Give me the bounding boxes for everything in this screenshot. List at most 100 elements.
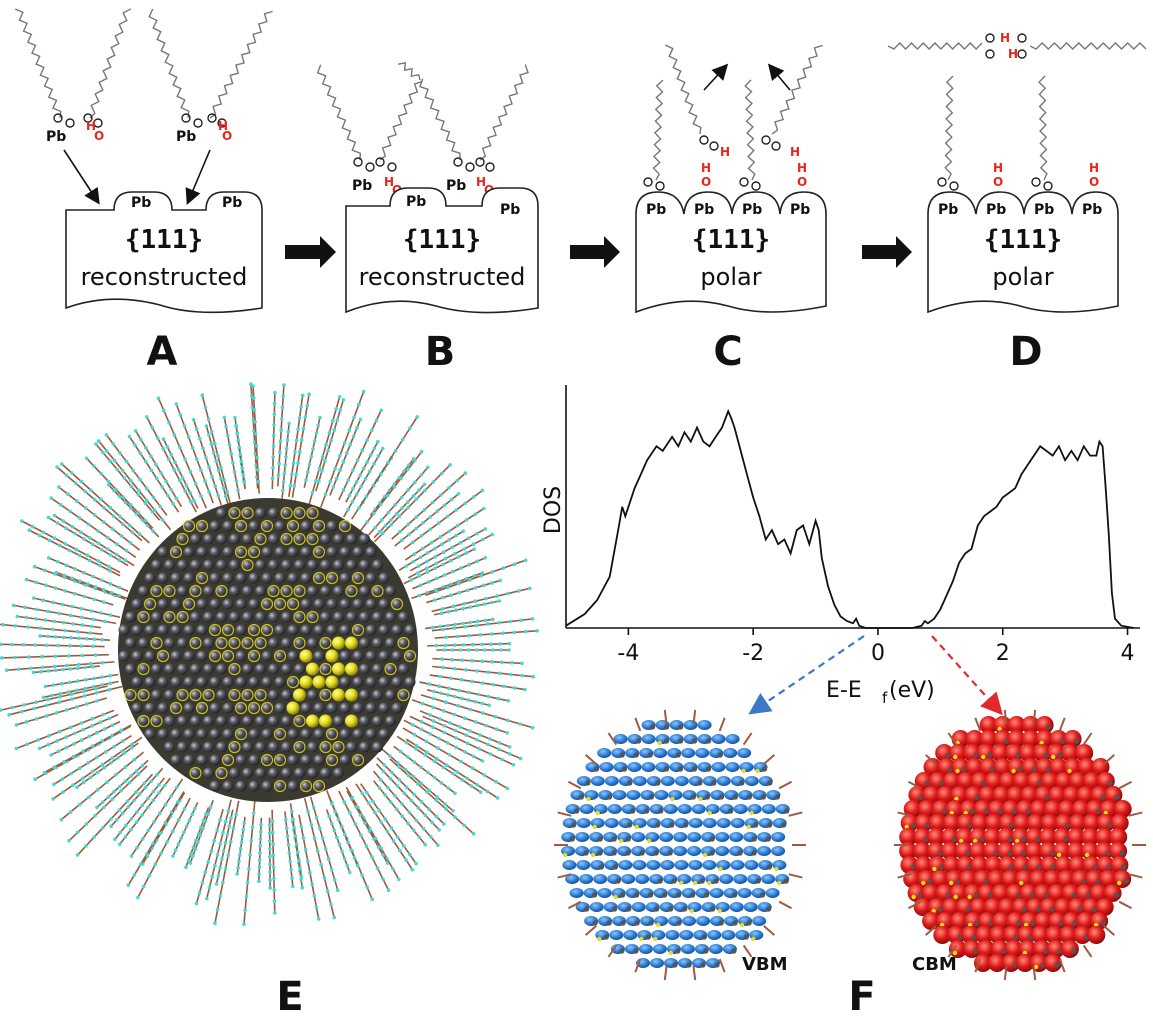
orbital-lobe (1062, 786, 1081, 804)
atom (691, 766, 698, 772)
ligand-hydrogen (100, 683, 104, 687)
ligand-hydrogen (314, 815, 319, 820)
orbital-lobe (959, 870, 978, 888)
ligand-hydrogen (61, 519, 66, 523)
ligand-chain (346, 790, 389, 864)
ligand-hydrogen (445, 514, 450, 519)
ligand-hydrogen (136, 488, 141, 493)
ligand-hydrogen (123, 558, 128, 562)
ligand-hydrogen (117, 558, 122, 563)
orbital-lobe (991, 744, 1010, 762)
orbital-lobe (638, 944, 653, 954)
ligand-hydrogen (140, 837, 145, 841)
atom (669, 822, 675, 828)
ligand-chain (373, 483, 426, 539)
ligand-hydrogen (79, 644, 84, 648)
ligand-hydrogen (229, 839, 233, 844)
ligand-hydrogen (10, 705, 14, 710)
ligand-hydrogen (81, 780, 86, 785)
orbital-lobe (674, 776, 689, 786)
ligand-hydrogen (61, 667, 65, 672)
orbital-lobe (974, 954, 992, 972)
ligand-hydrogen (77, 553, 82, 558)
atom (781, 822, 787, 828)
atom (619, 948, 625, 954)
ligand-hydrogen (425, 566, 429, 570)
ligand-hydrogen (386, 785, 390, 790)
atom (603, 934, 609, 940)
ligand-hydrogen (95, 755, 99, 760)
atom (710, 906, 716, 912)
ligand-hydrogen (312, 836, 317, 840)
slab-d (927, 191, 1119, 314)
panel-label-f: F (848, 974, 875, 1020)
ligand-chain (16, 697, 108, 726)
ligand-hydrogen (76, 679, 80, 683)
ligand-hydrogen (383, 524, 388, 528)
ligand-chains-c (652, 44, 823, 181)
lead-atom (273, 727, 287, 741)
ligand-chain (393, 745, 456, 794)
ligand-hydrogen (64, 745, 69, 750)
ligand-hydrogen (299, 874, 304, 879)
ligand-hydrogen (297, 416, 302, 420)
ligand-hydrogen (380, 518, 384, 522)
atom (953, 754, 958, 760)
lead-atom (196, 754, 208, 766)
ligand-chain (320, 391, 365, 508)
ligand-hydrogen (345, 863, 350, 868)
ligand-hydrogen (334, 476, 339, 481)
orbital-lobe (723, 748, 738, 758)
ligand-hydrogen (335, 835, 339, 840)
ligand-hydrogen (108, 582, 113, 586)
lead-atom (222, 780, 234, 792)
atom (668, 906, 674, 912)
ligand-hydrogen (490, 600, 494, 605)
lead-atom (124, 688, 137, 702)
ligand-chain (127, 791, 185, 886)
orbital-lobe (903, 800, 922, 818)
orbital-lobe (702, 818, 717, 828)
ligand-hydrogen (81, 727, 86, 732)
ligand-hydrogen (293, 834, 298, 838)
ligand-hydrogen (118, 830, 123, 835)
ligand-hydrogen (316, 917, 321, 921)
ligand-hydrogen (199, 825, 203, 830)
lead-atom (164, 715, 175, 727)
ligand-hydrogen (221, 880, 225, 885)
orbital-lobe (978, 786, 997, 804)
lead-atom (209, 702, 221, 714)
ligand-hydrogen (99, 497, 103, 501)
orbital-lobe (913, 842, 932, 860)
ligand-hydrogen (162, 408, 166, 413)
ligand-hydrogen (448, 463, 452, 467)
ligand-hydrogen (361, 389, 366, 394)
ligand-hydrogen (507, 745, 512, 749)
y-axis-label: DOS (541, 486, 566, 534)
ligand-hydrogen (138, 862, 143, 867)
lead-atom (287, 780, 299, 792)
ligand-hydrogen (79, 530, 83, 535)
ligand-hydrogen (409, 577, 414, 582)
ligand-hydrogen (128, 541, 133, 545)
lead-atom (131, 624, 143, 636)
ligand-hydrogen (419, 781, 424, 786)
ligand-hydrogen (342, 800, 347, 804)
ligand-hydrogen (44, 643, 49, 648)
orbital-lobe (941, 842, 960, 860)
atom (981, 754, 986, 760)
ligand-hydrogen (290, 809, 294, 814)
ligand-hydrogen (452, 626, 457, 630)
ligand-hydrogen (123, 835, 128, 839)
ligand-hydrogen (475, 619, 480, 624)
atom (678, 724, 684, 730)
pb-site-d2: Pb (986, 202, 1006, 218)
lead-atom (352, 702, 364, 714)
orbital-lobe (1082, 814, 1101, 832)
lead-atom (229, 715, 240, 727)
ligand-hydrogen (243, 908, 247, 913)
surface-ligand (1118, 900, 1133, 910)
atom (645, 934, 651, 940)
ligand-chain (85, 457, 154, 529)
orbital-lobe (725, 762, 740, 772)
